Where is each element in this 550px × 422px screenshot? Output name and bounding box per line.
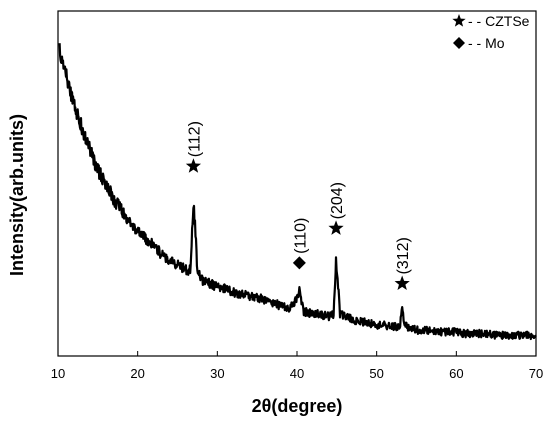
xrd-pattern-line <box>58 43 537 341</box>
annotation-star-icon <box>394 275 410 291</box>
annotation-label: (204) <box>329 182 346 219</box>
x-axis-title: 2θ(degree) <box>252 396 343 416</box>
annotation-star-icon <box>328 220 344 235</box>
x-tick-label: 40 <box>290 366 304 381</box>
x-tick-label: 50 <box>369 366 383 381</box>
legend-label-cztse: - - CZTSe <box>468 13 530 29</box>
annotation-diamond-icon <box>292 256 306 270</box>
plot-frame <box>57 10 537 357</box>
x-tick-label: 30 <box>210 366 224 381</box>
x-axis-ticks: 10 20 30 40 50 60 70 <box>51 351 543 381</box>
peak-annotations: (112) (110) (204) (312) <box>185 121 412 291</box>
legend: - - CZTSe - - Mo <box>452 13 530 51</box>
x-tick-label: 60 <box>449 366 463 381</box>
legend-label-mo: - - Mo <box>468 35 505 51</box>
annotation-star-icon <box>185 158 202 173</box>
annotation-label: (110) <box>292 218 309 254</box>
legend-star-icon <box>452 14 466 27</box>
legend-diamond-icon <box>453 37 465 49</box>
annotation-label: (312) <box>395 237 412 274</box>
x-tick-label: 70 <box>529 366 543 381</box>
x-tick-label: 20 <box>130 366 144 381</box>
y-axis-title: Intensity(arb.units) <box>7 114 27 276</box>
annotation-label: (112) <box>186 121 203 157</box>
x-tick-label: 10 <box>51 366 65 381</box>
